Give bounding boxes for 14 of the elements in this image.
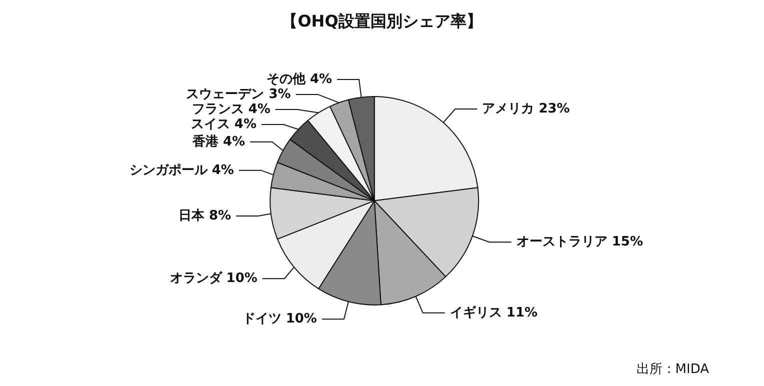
slice-label: アメリカ 23%	[482, 102, 570, 117]
slice-label: オーストラリア 15%	[516, 234, 644, 250]
slice-label: イギリス 11%	[450, 305, 538, 320]
slice-label: その他 4%	[266, 72, 332, 87]
slice-label: 日本 8%	[178, 208, 232, 224]
chart-title: 【OHQ設置国別シェア率】	[282, 12, 482, 30]
slice-label: スウェーデン 3%	[186, 86, 291, 102]
slice-label: スイス 4%	[190, 116, 256, 132]
slice-label: フランス 4%	[192, 102, 270, 117]
slice-label: オランダ 10%	[170, 271, 258, 286]
text: 出所：MIDA	[636, 362, 710, 377]
slice-label: シンガポール 4%	[129, 162, 234, 178]
slice-label: ドイツ 10%	[242, 312, 317, 327]
slice-label: 香港 4%	[191, 133, 246, 150]
